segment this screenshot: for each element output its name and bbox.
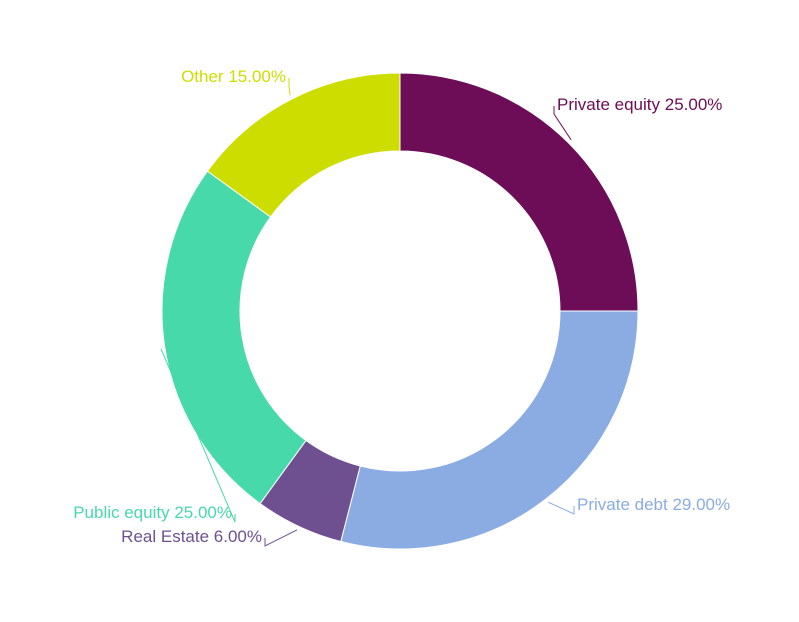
slice	[206, 72, 401, 218]
value-label: 29.00%	[672, 495, 730, 514]
slice-label: Public equity 25.00%	[73, 503, 232, 522]
category-name: Public equity	[73, 503, 170, 522]
slice-label: Real Estate 6.00%	[121, 527, 262, 546]
category-name: Private equity	[557, 95, 660, 114]
slice	[399, 72, 639, 312]
value-label: 6.00%	[214, 527, 262, 546]
leader-line	[548, 501, 575, 515]
value-label: 25.00%	[665, 95, 723, 114]
leader-line	[160, 348, 236, 523]
leader-line	[288, 78, 291, 96]
leader-line	[553, 106, 572, 141]
category-name: Real Estate	[121, 527, 209, 546]
category-name: Private debt	[577, 495, 668, 514]
category-name: Other	[181, 67, 224, 86]
slice-label: Other 15.00%	[181, 67, 286, 86]
value-label: 15.00%	[228, 67, 286, 86]
slice	[161, 170, 307, 505]
value-label: 25.00%	[174, 503, 232, 522]
leader-line	[264, 529, 298, 547]
slice-label: Private equity 25.00%	[557, 95, 722, 114]
slice	[340, 310, 639, 550]
slice-label: Private debt 29.00%	[577, 495, 730, 514]
